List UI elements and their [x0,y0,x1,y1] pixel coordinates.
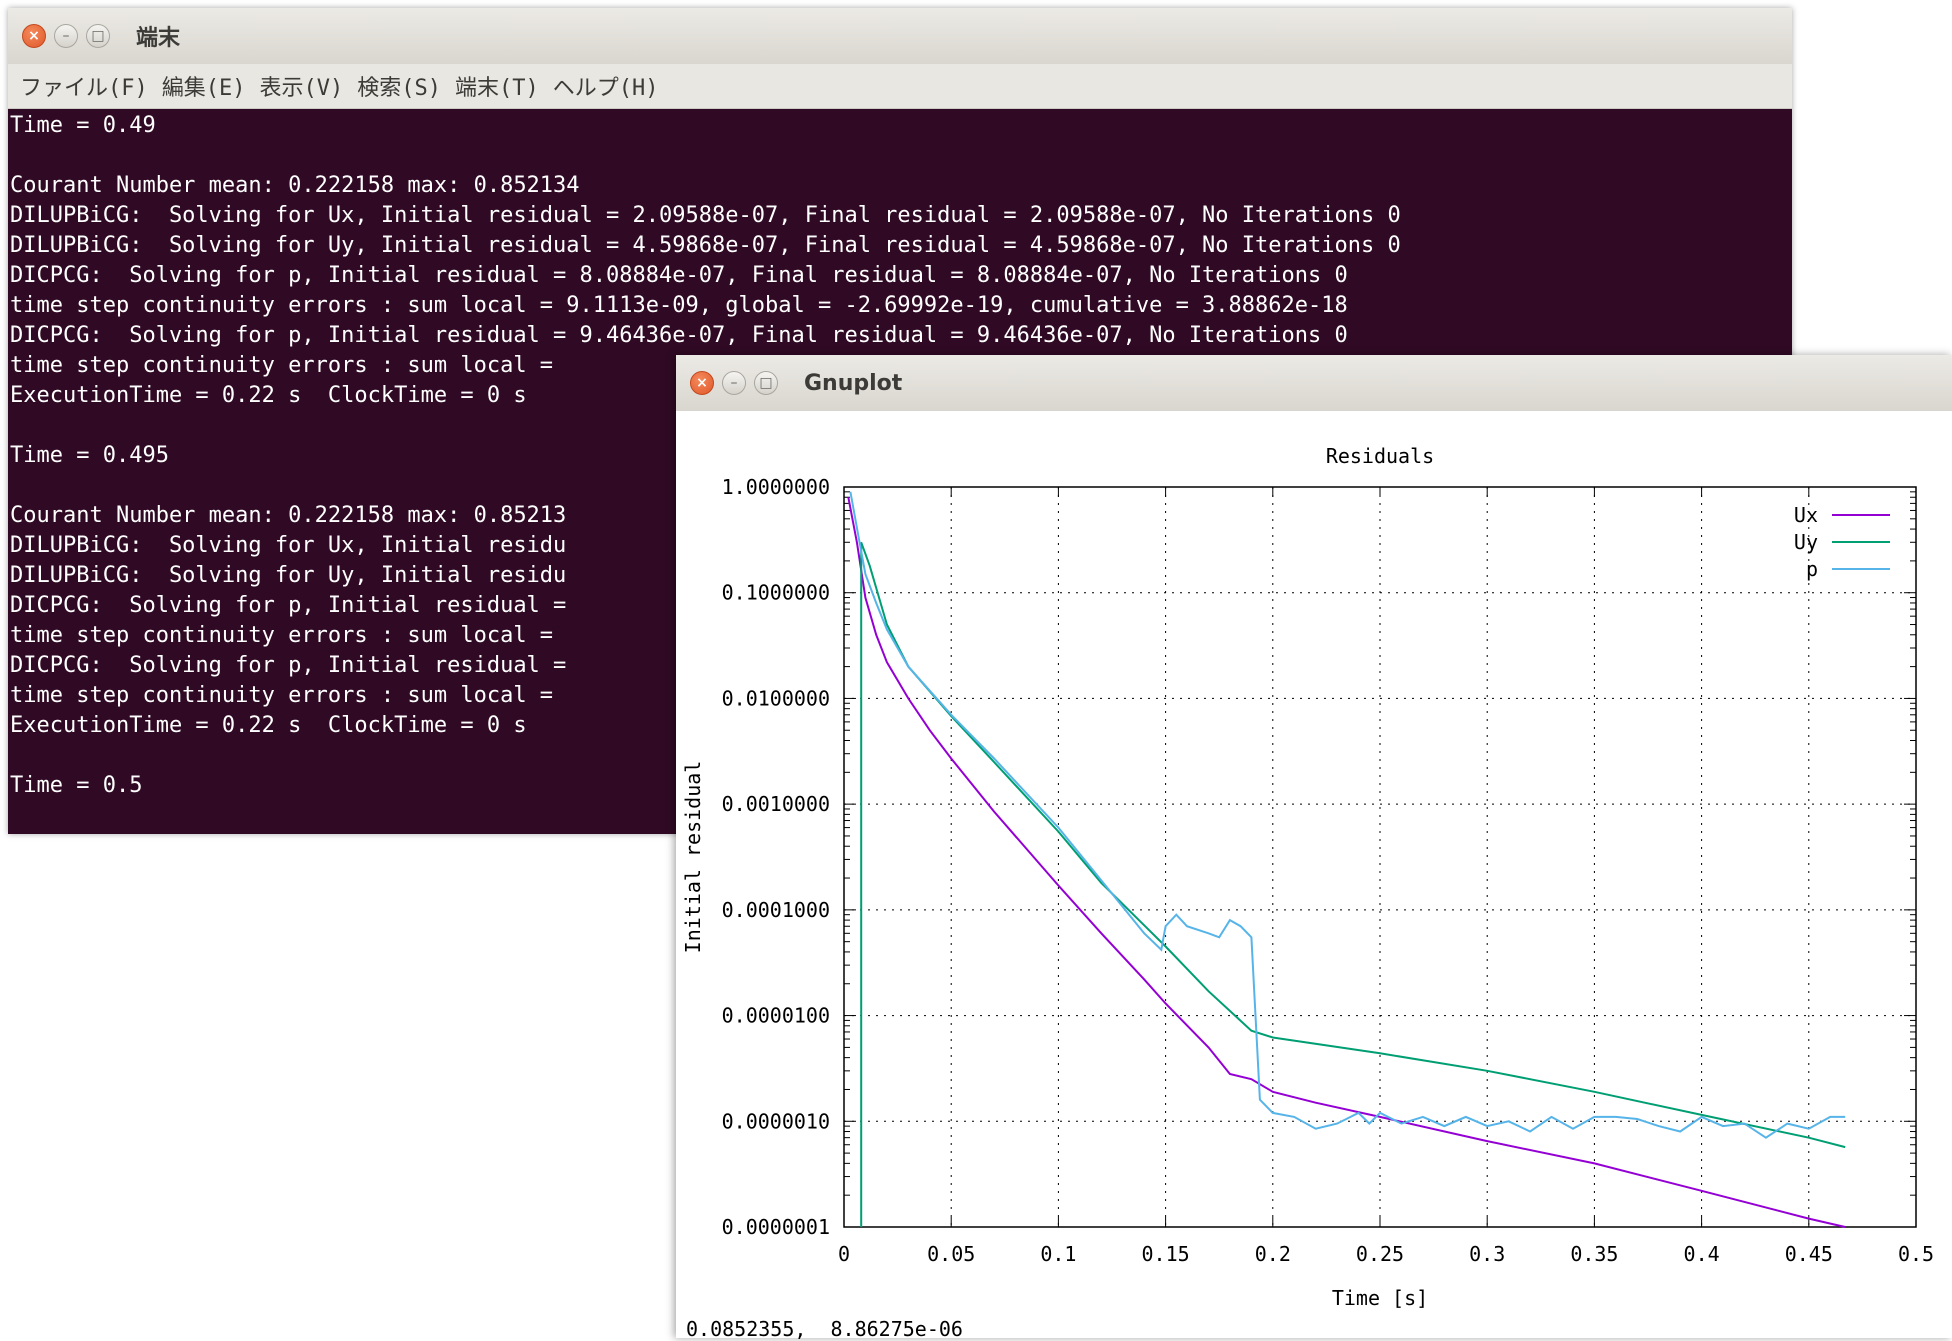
terminal-line: Time = 0.49 [10,113,156,138]
y-tick-label: 0.0001000 [722,898,830,922]
close-icon[interactable]: × [22,24,46,48]
cursor-coordinates: 0.0852355, 8.86275e-06 [686,1317,963,1341]
terminal-line: time step continuity errors : sum local … [10,353,554,378]
x-axis-label: Time [s] [1332,1286,1428,1310]
terminal-line: time step continuity errors : sum local … [10,683,554,708]
x-tick-label: 0.3 [1469,1242,1505,1266]
menu-search[interactable]: 検索(S) [357,76,441,101]
terminal-line: Courant Number mean: 0.222158 max: 0.852… [10,503,567,528]
y-tick-label: 0.1000000 [722,581,830,605]
terminal-line: Courant Number mean: 0.222158 max: 0.852… [10,173,580,198]
x-tick-label: 0.35 [1570,1242,1618,1266]
terminal-line: DILUPBiCG: Solving for Ux, Initial resid… [10,533,567,558]
terminal-line: DICPCG: Solving for p, Initial residual … [10,263,1348,288]
menu-file[interactable]: ファイル(F) [20,76,148,101]
terminal-line: DILUPBiCG: Solving for Ux, Initial resid… [10,203,1401,228]
terminal-line [10,141,1790,171]
chart-title: Residuals [1326,444,1434,468]
y-tick-label: 0.0000001 [722,1215,830,1239]
terminal-line: DILUPBiCG: Solving for Uy, Initial resid… [10,233,1401,258]
terminal-line: time step continuity errors : sum local … [10,293,1348,318]
x-tick-label: 0.25 [1356,1242,1404,1266]
gnuplot-window[interactable]: × – □ Gnuplot 0 0.05 0.1 0.15 0.2 0.25 0.3 0.35… [676,355,1952,1341]
terminal-titlebar[interactable]: × – □ 端末 [8,8,1792,64]
terminal-output[interactable]: Time = 0.49 Courant Number mean: 0.222158… [8,109,1792,831]
menu-help[interactable]: ヘルプ(H) [552,76,659,101]
maximize-icon[interactable]: □ [754,371,778,395]
y-tick-label: 0.0000100 [722,1004,830,1028]
legend-label: Uy [1794,530,1818,554]
y-axis-label: Initial residual [681,761,705,954]
terminal-line: Time = 0.495 [10,443,169,468]
x-tick-label: 0.15 [1142,1242,1190,1266]
terminal-line: DICPCG: Solving for p, Initial residual … [10,323,1348,348]
x-tick-label: 0.5 [1898,1242,1934,1266]
series-line-uy [860,541,1846,1227]
menu-view[interactable]: 表示(V) [259,76,344,101]
y-tick-label: 0.0000010 [722,1109,830,1133]
x-tick-label: 0.1 [1040,1242,1076,1266]
terminal-line: DICPCG: Solving for p, Initial residual … [10,653,567,678]
close-icon[interactable]: × [690,371,714,395]
terminal-line: ExecutionTime = 0.22 s ClockTime = 0 s [10,713,527,738]
terminal-line: DICPCG: Solving for p, Initial residual … [10,593,567,618]
y-tick-label: 0.0010000 [722,792,830,816]
terminal-line: Time = 0.5 [10,773,143,798]
x-tick-label: 0 [838,1242,850,1266]
menu-bar: ファイル(F) 編集(E) 表示(V) 検索(S) 端末(T) ヘルプ(H) [8,64,1792,109]
x-tick-label: 0.45 [1785,1242,1833,1266]
x-tick-label: 0.2 [1255,1242,1291,1266]
legend-label: p [1806,557,1818,581]
menu-edit[interactable]: 編集(E) [161,76,246,101]
terminal-line: time step continuity errors : sum local … [10,623,554,648]
minimize-icon[interactable]: – [54,24,78,48]
y-tick-label: 0.0100000 [722,686,830,710]
x-tick-label: 0.4 [1684,1242,1720,1266]
maximize-icon[interactable]: □ [86,24,110,48]
series-line-p [849,491,1846,1139]
terminal-line: ExecutionTime = 0.22 s ClockTime = 0 s [10,383,527,408]
legend-label: Ux [1794,503,1818,527]
series-line-ux [847,497,1846,1228]
x-tick-label: 0.05 [927,1242,975,1266]
window-title: 端末 [136,26,181,51]
gnuplot-titlebar[interactable]: × – □ Gnuplot [676,355,1952,411]
window-title: Gnuplot [804,370,903,396]
y-tick-label: 1.0000000 [722,475,830,499]
residuals-plot[interactable]: 0 0.05 0.1 0.15 0.2 0.25 0.3 0.35 0.4 0.45 0.5 1.00… [676,411,1952,1311]
minimize-icon[interactable]: – [722,371,746,395]
terminal-line: DILUPBiCG: Solving for Uy, Initial resid… [10,563,567,588]
menu-terminal[interactable]: 端末(T) [455,76,539,101]
